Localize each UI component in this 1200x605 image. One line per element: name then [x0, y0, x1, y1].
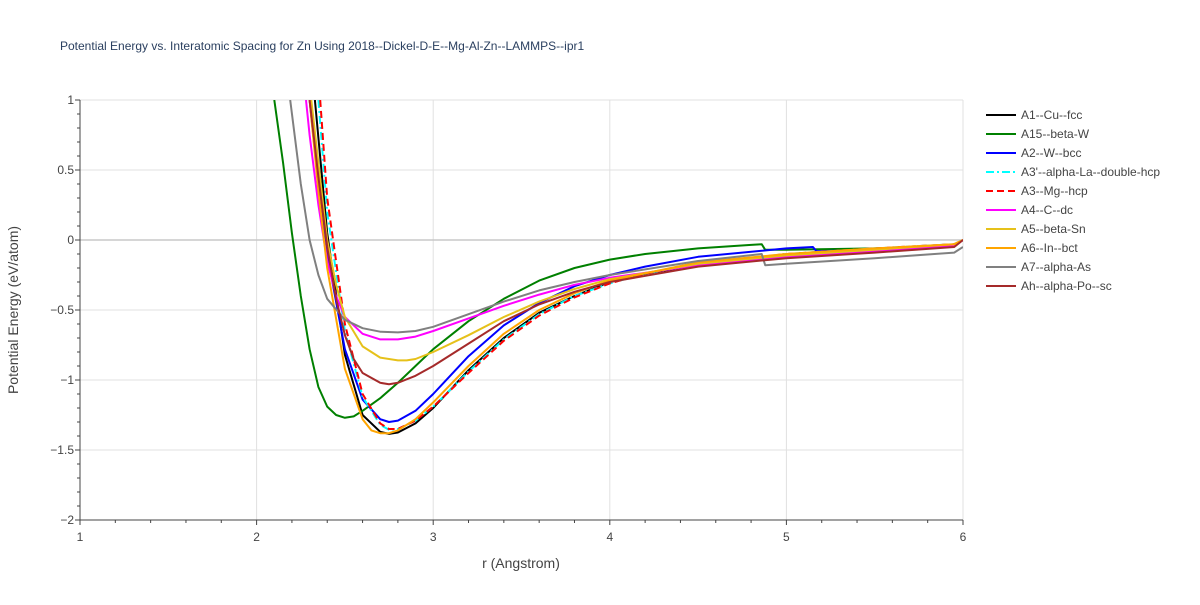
legend-label: A2--W--bcc [1021, 146, 1081, 160]
legend-item[interactable]: A5--beta-Sn [986, 222, 1086, 236]
legend-item[interactable]: Ah--alpha-Po--sc [986, 279, 1112, 293]
y-tick-label: 0 [67, 233, 74, 247]
x-tick-label: 4 [606, 530, 613, 544]
x-tick-label: 5 [783, 530, 790, 544]
legend-label: A1--Cu--fcc [1021, 108, 1082, 122]
y-tick-label: 1 [67, 93, 74, 107]
y-axis-label: Potential Energy (eV/atom) [5, 226, 21, 394]
x-tick-label: 6 [960, 530, 967, 544]
legend-label: A3'--alpha-La--double-hcp [1021, 165, 1160, 179]
legend-item[interactable]: A2--W--bcc [986, 146, 1081, 160]
x-tick-label: 2 [253, 530, 260, 544]
legend[interactable]: A1--Cu--fcc A15--beta-W A2--W--bcc A3'--alp… [986, 108, 1160, 293]
axes: 1 2 3 4 5 6 −2 −1.5 −1 −0.5 0 0.5 1 [50, 93, 966, 544]
x-tick-label: 3 [430, 530, 437, 544]
y-tick-label: −1 [60, 373, 74, 387]
legend-item[interactable]: A6--In--bct [986, 241, 1078, 255]
chart-title: Potential Energy vs. Interatomic Spacing… [60, 39, 584, 53]
legend-item[interactable]: A1--Cu--fcc [986, 108, 1082, 122]
legend-item[interactable]: A3'--alpha-La--double-hcp [986, 165, 1160, 179]
x-axis-label: r (Angstrom) [482, 555, 560, 571]
legend-label: A3--Mg--hcp [1021, 184, 1088, 198]
series-line [308, 100, 963, 435]
series-line [308, 100, 963, 386]
legend-item[interactable]: A3--Mg--hcp [986, 184, 1088, 198]
legend-item[interactable]: A7--alpha-As [986, 260, 1091, 274]
y-tick-label: −0.5 [50, 303, 74, 317]
series-line [313, 100, 963, 435]
y-tick-label: −1.5 [50, 443, 74, 457]
legend-item[interactable]: A4--C--dc [986, 203, 1073, 217]
legend-label: Ah--alpha-Po--sc [1021, 279, 1112, 293]
series-lines [273, 100, 963, 435]
series-line [289, 100, 963, 334]
series-line [310, 100, 963, 362]
legend-label: A7--alpha-As [1021, 260, 1091, 274]
series-line [273, 100, 963, 419]
legend-label: A5--beta-Sn [1021, 222, 1086, 236]
y-tick-label: 0.5 [57, 163, 74, 177]
x-tick-label: 1 [77, 530, 84, 544]
legend-label: A15--beta-W [1021, 127, 1090, 141]
y-tick-label: −2 [60, 513, 74, 527]
legend-label: A6--In--bct [1021, 241, 1078, 255]
grid [80, 99, 964, 520]
series-line [308, 100, 963, 423]
legend-item[interactable]: A15--beta-W [986, 127, 1090, 141]
series-line [317, 100, 963, 431]
series-line [305, 100, 963, 341]
legend-label: A4--C--dc [1021, 203, 1073, 217]
